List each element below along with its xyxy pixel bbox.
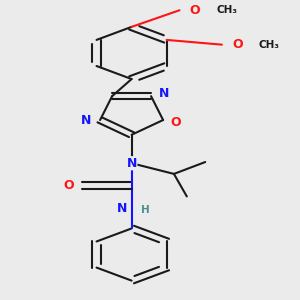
Text: O: O: [64, 179, 74, 192]
Text: N: N: [81, 113, 91, 127]
Text: N: N: [117, 202, 128, 215]
Text: CH₃: CH₃: [216, 5, 237, 15]
Text: CH₃: CH₃: [259, 40, 280, 50]
Text: H: H: [141, 205, 150, 215]
Text: O: O: [232, 38, 243, 51]
Text: O: O: [190, 4, 200, 17]
Text: N: N: [159, 87, 169, 100]
Text: O: O: [171, 116, 181, 129]
Text: N: N: [126, 157, 137, 170]
